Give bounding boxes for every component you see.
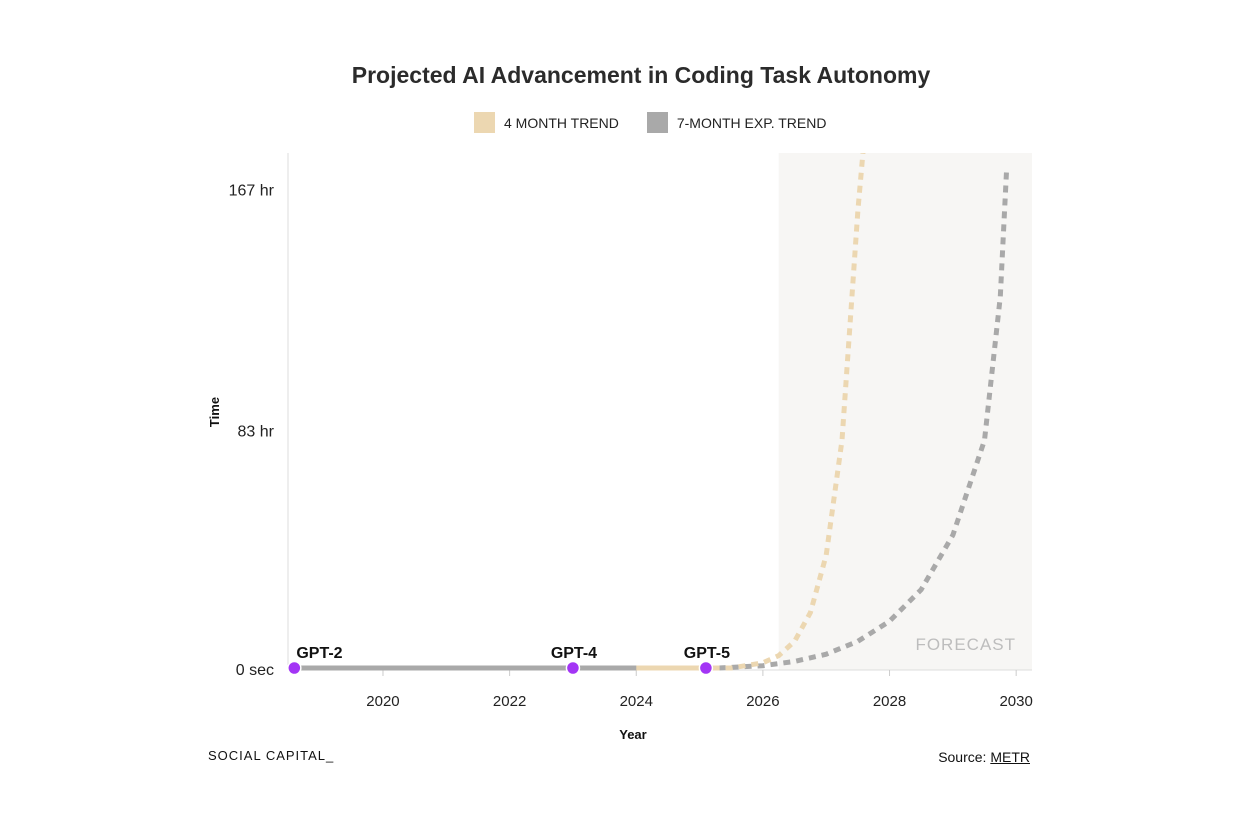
source-credit: Source: METR	[938, 749, 1030, 765]
model-marker	[698, 660, 714, 676]
legend-item-7-month: 7-MONTH EXP. TREND	[646, 112, 827, 133]
source-prefix: Source:	[938, 749, 991, 765]
legend-swatch-4-month	[474, 112, 495, 133]
x-tick-label: 2022	[493, 693, 526, 710]
forecast-label: FORECAST	[915, 635, 1016, 654]
legend-label-7-month: 7-MONTH EXP. TREND	[676, 114, 827, 131]
model-label: GPT-5	[684, 645, 730, 662]
y-axis-title: Time	[207, 397, 222, 427]
chart-title: Projected AI Advancement in Coding Task …	[351, 62, 931, 88]
brand-logo-text: SOCIAL CAPITAL_	[208, 748, 335, 763]
x-tick-label: 2030	[999, 693, 1032, 710]
x-tick-label: 2026	[746, 693, 779, 710]
source-link[interactable]: METR	[990, 749, 1030, 765]
legend: 4 MONTH TREND 7-MONTH EXP. TREND	[474, 112, 854, 133]
model-marker	[287, 660, 302, 676]
x-tick-label: 2020	[366, 693, 399, 710]
y-tick-label: 0 sec	[236, 662, 274, 679]
series-4-month-forecast-line	[699, 153, 866, 671]
x-tick-label: 2024	[620, 693, 653, 710]
model-label: GPT-4	[551, 645, 597, 662]
legend-item-4-month: 4 MONTH TREND	[474, 112, 619, 133]
legend-swatch-7-month	[646, 112, 668, 133]
legend-label-4-month: 4 MONTH TREND	[504, 114, 619, 131]
y-tick-label: 83 hr	[238, 424, 275, 441]
y-tick-label: 167 hr	[229, 182, 275, 199]
x-tick-label: 2028	[873, 693, 906, 710]
x-axis-title: Year	[619, 727, 646, 742]
model-label: GPT-2	[296, 645, 342, 662]
model-marker	[565, 660, 581, 676]
series-7-month-forecast-line	[718, 167, 1010, 671]
